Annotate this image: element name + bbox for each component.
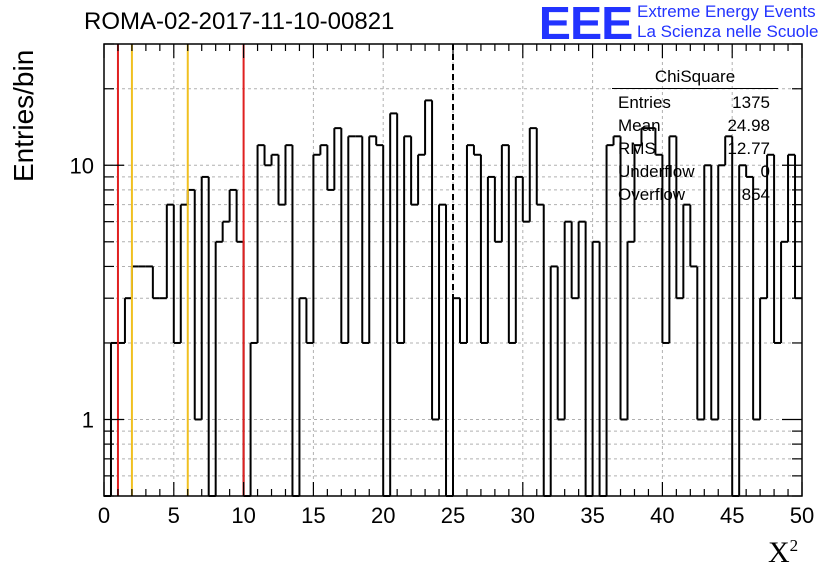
stats-row: Overflow 854 <box>612 183 778 206</box>
x-tick-label: 40 <box>650 503 674 528</box>
x-tick-label: 50 <box>790 503 814 528</box>
tick-labels: 0 5 10 15 20 25 30 35 40 45 50 1 10 <box>70 153 815 528</box>
stats-row: RMS 12.77 <box>612 137 778 160</box>
stats-label: Overflow <box>618 185 686 204</box>
stats-row: Entries 1375 <box>612 91 778 114</box>
stats-label: Entries <box>618 93 671 112</box>
logo-text-line1: Extreme Energy Events <box>637 2 816 21</box>
x-tick-label: 45 <box>720 503 744 528</box>
stats-label: RMS <box>618 139 656 158</box>
x-tick-label: 5 <box>168 503 180 528</box>
stats-value: 854 <box>741 185 770 204</box>
x-tick-label: 20 <box>371 503 395 528</box>
stats-title: ChiSquare <box>612 67 778 89</box>
x-tick-label: 30 <box>511 503 535 528</box>
x-tick-label: 15 <box>301 503 325 528</box>
logo-text-line2: La Scienza nelle Scuole <box>637 22 819 41</box>
x-tick-label: 10 <box>231 503 255 528</box>
stats-row: Underflow 0 <box>612 160 778 183</box>
x-tick-label: 0 <box>98 503 110 528</box>
x-tick-label: 35 <box>580 503 604 528</box>
x-tick-label: 25 <box>441 503 465 528</box>
chart-title: ROMA-02-2017-11-10-00821 <box>84 8 395 35</box>
stats-row: Mean 24.98 <box>612 114 778 137</box>
marker-lines <box>116 44 454 496</box>
y-axis-label: Entries/bin <box>8 49 39 182</box>
x-axis-label: X2 <box>768 536 799 569</box>
axes <box>103 43 803 497</box>
stats-value: 1375 <box>732 93 770 112</box>
stats-value: 12.77 <box>727 139 770 158</box>
stats-value: 0 <box>760 162 770 181</box>
y-tick-label: 10 <box>70 153 94 178</box>
stats-box: ChiSquare Entries 1375 Mean 24.98 RMS 12.77… <box>612 67 778 206</box>
stats-label: Underflow <box>618 162 695 181</box>
eee-logo: EEE <box>538 0 634 49</box>
stats-value: 24.98 <box>727 116 770 135</box>
y-tick-label: 1 <box>82 407 94 432</box>
stats-label: Mean <box>618 116 661 135</box>
